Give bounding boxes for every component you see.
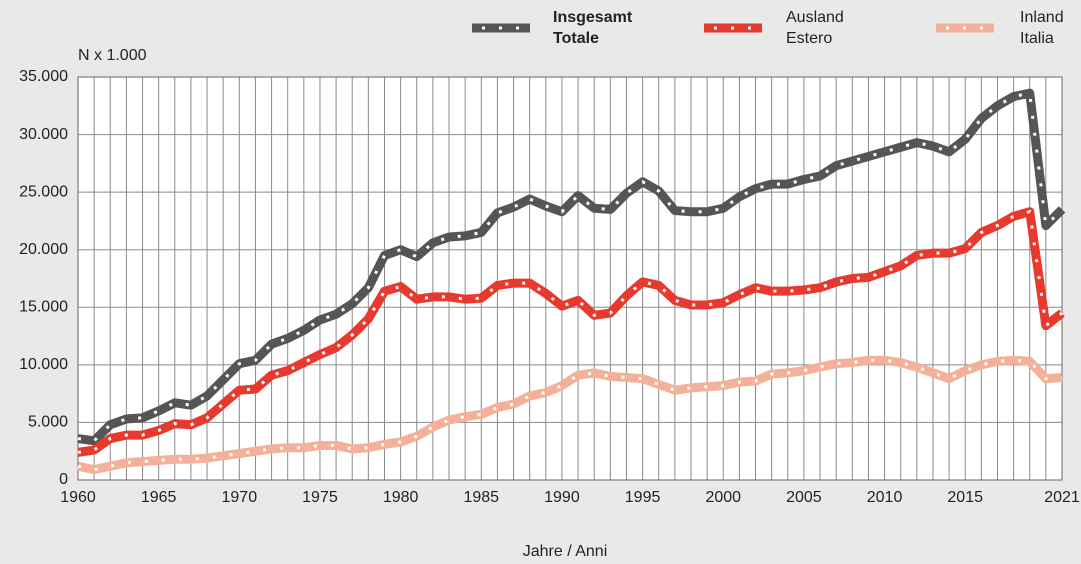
x-tick-label: 1990 xyxy=(544,489,580,506)
y-tick-label: 5.000 xyxy=(28,414,68,431)
series-line xyxy=(77,88,1066,446)
x-tick-label: 1970 xyxy=(222,489,258,506)
y-axis-label: N x 1.000 xyxy=(78,47,147,64)
x-tick-label: 1960 xyxy=(60,489,96,506)
x-tick-label: 2015 xyxy=(947,489,983,506)
y-tick-label: 15.000 xyxy=(19,299,68,316)
x-tick-label: 1975 xyxy=(302,489,338,506)
y-tick-label: 10.000 xyxy=(19,356,68,373)
series-line xyxy=(77,207,1065,457)
x-tick-label: 1980 xyxy=(383,489,419,506)
x-tick-label: 2000 xyxy=(705,489,741,506)
x-axis-label: Jahre / Anni xyxy=(523,543,608,560)
x-tick-label: 2010 xyxy=(867,489,903,506)
plot-area xyxy=(78,77,1062,480)
y-tick-label: 0 xyxy=(59,471,68,488)
y-tick-label: 20.000 xyxy=(19,241,68,258)
legend-label: Ausland Estero xyxy=(786,9,844,47)
x-tick-label: 1965 xyxy=(141,489,177,506)
y-tick-label: 35.000 xyxy=(19,68,68,85)
series-line xyxy=(77,355,1063,475)
legend-label: Insgesamt Totale xyxy=(553,9,633,47)
x-tick-label: 1995 xyxy=(625,489,661,506)
x-tick-label: 2005 xyxy=(786,489,822,506)
x-tick-label: 1985 xyxy=(463,489,499,506)
y-tick-label: 30.000 xyxy=(19,126,68,143)
y-tick-label: 25.000 xyxy=(19,183,68,200)
x-tick-label: 2021 xyxy=(1044,489,1080,506)
legend-label: Inland Italia xyxy=(1020,9,1064,47)
plot-frame xyxy=(77,76,1063,481)
